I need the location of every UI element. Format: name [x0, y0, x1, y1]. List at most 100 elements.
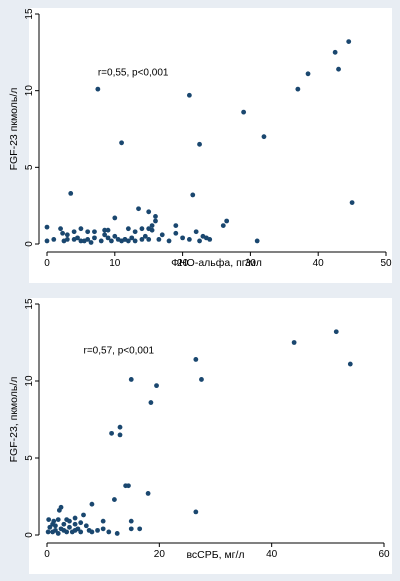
data-point [71, 229, 77, 235]
data-point [128, 377, 134, 382]
data-point [85, 229, 91, 235]
data-point [336, 66, 341, 72]
data-point [92, 235, 97, 241]
y-tick-label: 5 [24, 455, 35, 461]
data-point [78, 226, 84, 232]
data-point [61, 521, 67, 527]
data-point [88, 240, 94, 245]
y-tick-label: 10 [24, 85, 35, 97]
data-point [46, 517, 52, 522]
data-point [305, 71, 311, 77]
y-tick-label: 15 [24, 298, 35, 310]
x-tick-label: 10 [109, 258, 121, 269]
data-point [295, 86, 301, 92]
plot-area [29, 298, 392, 574]
x-axis-label: ФНО-альфа, пг/мл [171, 257, 262, 269]
data-point [89, 501, 95, 507]
data-point [333, 329, 339, 335]
data-point [78, 529, 84, 535]
data-point [199, 377, 204, 382]
data-point [55, 531, 61, 536]
scatter-panel-hs-crp: 0 5 10 15 0 20 40 60 r=0,57, p<0,001 всСРБ, мг/… [8, 298, 392, 574]
data-point [197, 238, 202, 244]
data-point [112, 497, 117, 502]
data-points [45, 329, 353, 536]
data-point [102, 227, 108, 233]
x-tick-label: 20 [154, 549, 166, 560]
data-point [193, 509, 199, 515]
data-point [64, 237, 70, 242]
data-point [81, 512, 86, 518]
data-point [53, 523, 58, 529]
data-point [220, 223, 226, 229]
data-point [55, 517, 61, 522]
y-tick-label: 15 [24, 8, 35, 20]
data-point [125, 238, 131, 244]
data-point [148, 400, 154, 405]
data-point [85, 237, 91, 242]
data-point [190, 192, 196, 198]
data-point [105, 235, 111, 241]
scatter-panel-tnf-alpha: 0 5 10 15 0 10 20 30 40 50 r=0,55, p<0,001 ФНО-ал… [8, 8, 392, 283]
data-point [44, 224, 50, 230]
data-point [98, 238, 104, 244]
data-point [109, 238, 114, 244]
data-point [67, 524, 72, 530]
data-point [75, 235, 80, 241]
data-point [58, 226, 63, 232]
data-point [241, 109, 247, 115]
data-point [68, 191, 74, 196]
data-point [102, 232, 108, 238]
data-point [72, 515, 78, 521]
data-point [64, 529, 70, 535]
data-point [154, 383, 159, 389]
data-point [105, 227, 111, 233]
data-point [193, 229, 199, 235]
data-point [100, 526, 106, 532]
data-point [139, 237, 145, 242]
data-point [332, 49, 338, 55]
x-tick-label: 50 [380, 258, 392, 269]
data-point [78, 238, 84, 244]
data-point [347, 361, 353, 367]
data-point [159, 232, 165, 238]
data-point [106, 529, 112, 535]
data-point [72, 521, 78, 527]
data-point [149, 223, 155, 229]
data-points [44, 39, 355, 245]
data-point [128, 518, 134, 524]
data-point [349, 200, 355, 206]
data-point [254, 238, 260, 244]
data-point [346, 39, 352, 44]
data-point [166, 238, 172, 244]
data-point [142, 233, 148, 239]
data-point [95, 86, 101, 92]
data-point [207, 237, 213, 242]
data-point [78, 520, 84, 526]
data-point [139, 226, 145, 232]
data-point [153, 218, 158, 224]
x-tick-label: 30 [245, 258, 257, 269]
data-point [45, 529, 51, 535]
data-point [60, 230, 65, 236]
data-point [136, 206, 141, 212]
data-point [125, 226, 131, 232]
data-point [51, 518, 57, 524]
y-axis-label: FGF-23, пкмоль/л [8, 377, 20, 463]
y-tick-label: 0 [24, 241, 35, 247]
data-point [51, 237, 57, 242]
data-point [58, 504, 64, 510]
x-tick-label: 0 [44, 258, 50, 269]
x-tick-label: 0 [44, 549, 50, 560]
data-point [180, 235, 186, 241]
data-point [132, 238, 138, 244]
data-point [100, 518, 106, 524]
data-point [224, 218, 230, 224]
data-point [193, 357, 199, 362]
data-point [146, 209, 152, 215]
data-point [119, 140, 124, 146]
data-point [128, 526, 134, 532]
data-point [137, 526, 143, 532]
data-point [67, 518, 72, 524]
